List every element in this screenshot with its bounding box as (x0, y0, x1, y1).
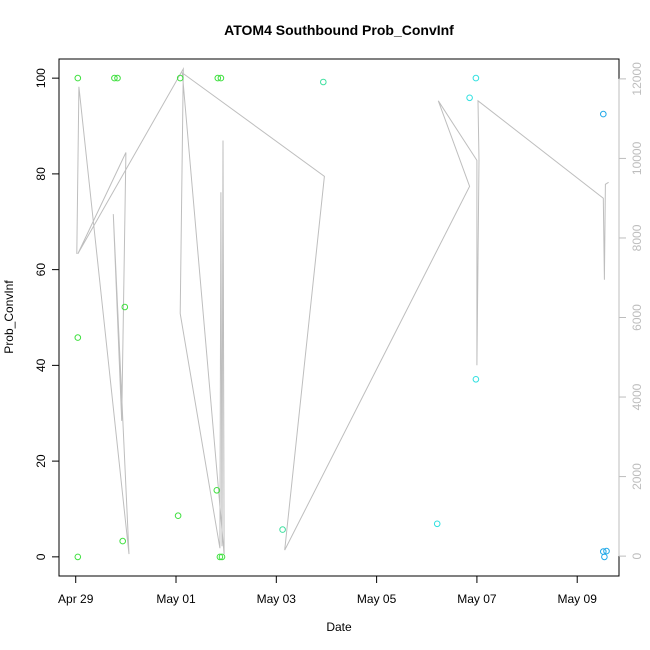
secondary-line-path (76, 66, 609, 555)
data-point (214, 74, 222, 82)
x-axis-label: Date (326, 620, 352, 634)
data-points (74, 74, 610, 561)
data-point (174, 512, 182, 520)
x-tick-label: Apr 29 (58, 592, 94, 606)
secondary-series-line (76, 66, 609, 555)
y-tick-label: 40 (34, 358, 48, 372)
data-point (216, 553, 224, 561)
data-point (74, 334, 82, 341)
data-point (600, 110, 607, 118)
data-point (603, 547, 610, 555)
plot-frame (58, 58, 620, 577)
x-tick-label: May 09 (558, 592, 598, 606)
x-tick-label: May 01 (156, 592, 196, 606)
data-point (466, 94, 473, 102)
data-point (176, 74, 184, 82)
y2-tick-label: 12000 (630, 62, 644, 96)
y-tick-label: 80 (34, 167, 48, 181)
data-point (111, 74, 118, 82)
data-point (74, 74, 82, 82)
y2-tick-label: 2000 (630, 463, 644, 490)
data-point (320, 78, 327, 86)
chart-title: ATOM4 Southbound Prob_ConvInf (224, 22, 454, 38)
y-tick-label: 0 (34, 553, 48, 560)
y-tick-label: 20 (34, 454, 48, 468)
data-point (472, 376, 480, 383)
data-point (74, 553, 82, 561)
y2-tick-label: 0 (630, 552, 644, 559)
data-point (279, 526, 286, 533)
x-tick-label: May 03 (257, 592, 297, 606)
x-tick-label: May 07 (457, 592, 497, 606)
data-point (114, 74, 121, 82)
y2-tick-label: 6000 (630, 304, 644, 331)
y-axis-left: 0 20 40 60 80 100 (34, 68, 60, 560)
y2-tick-label: 10000 (630, 141, 644, 175)
y2-tick-label: 8000 (630, 224, 644, 251)
y-axis-right: 0 2000 4000 6000 8000 10000 12000 (618, 62, 644, 559)
y2-tick-label: 4000 (630, 383, 644, 410)
x-tick-label: May 05 (357, 592, 397, 606)
data-point (601, 553, 608, 561)
data-point (213, 487, 221, 494)
y-tick-label: 100 (34, 68, 48, 88)
data-point (121, 303, 129, 311)
data-point (433, 520, 441, 528)
y-tick-label: 60 (34, 263, 48, 277)
data-point (217, 74, 225, 82)
y-axis-label: Prob_ConvInf (2, 280, 16, 354)
data-point (119, 537, 126, 545)
data-point (472, 74, 480, 82)
x-axis: Apr 29 May 01 May 03 May 05 May 07 May 09 (58, 575, 598, 606)
data-point (218, 553, 226, 561)
